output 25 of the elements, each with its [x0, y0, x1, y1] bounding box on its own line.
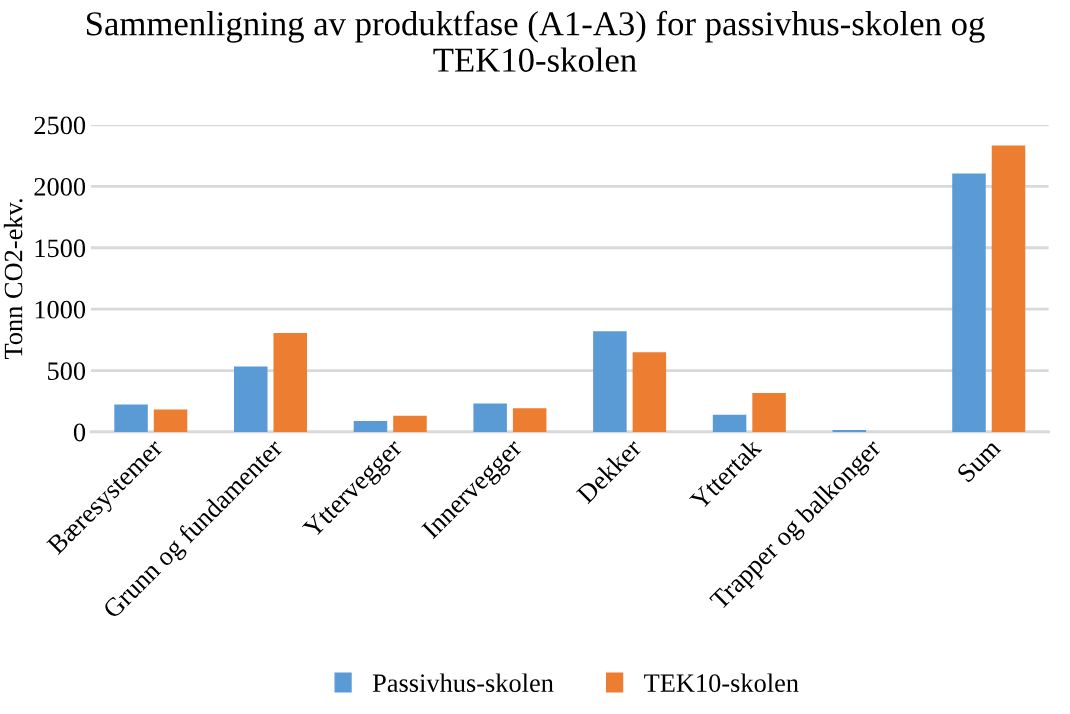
bar: [473, 403, 507, 432]
bar: [952, 173, 986, 432]
bar: [153, 409, 188, 432]
bar: [712, 414, 747, 432]
bar: [353, 421, 388, 432]
bar: [114, 404, 148, 432]
y-tick-label: 1500: [35, 239, 86, 258]
y-tick-label: 2500: [34, 116, 86, 135]
bar: [273, 333, 308, 432]
bar: [752, 392, 786, 432]
y-tick-label: 1000: [35, 300, 86, 319]
bar: [593, 331, 627, 432]
bar: [234, 366, 268, 432]
y-tick-label: 2000: [34, 177, 86, 196]
bar: [512, 408, 547, 432]
legend-label: TEK10-skolen: [644, 673, 799, 693]
chart-title: Sammenligning av produktfase (A1-A3) for passivhus-skolen og TEK10-skolen: [86, 10, 985, 72]
y-tick-label: 500: [48, 362, 86, 380]
y-axis-title: Tonn CO2-ekv.: [3, 199, 23, 360]
y-tick-label: 0: [73, 423, 86, 442]
legend-label: Passivhus-skolen: [372, 673, 554, 693]
bar: [632, 352, 667, 432]
x-tick-label: Sum: [956, 437, 1002, 483]
bar: [393, 415, 427, 432]
bar: [991, 145, 1026, 432]
